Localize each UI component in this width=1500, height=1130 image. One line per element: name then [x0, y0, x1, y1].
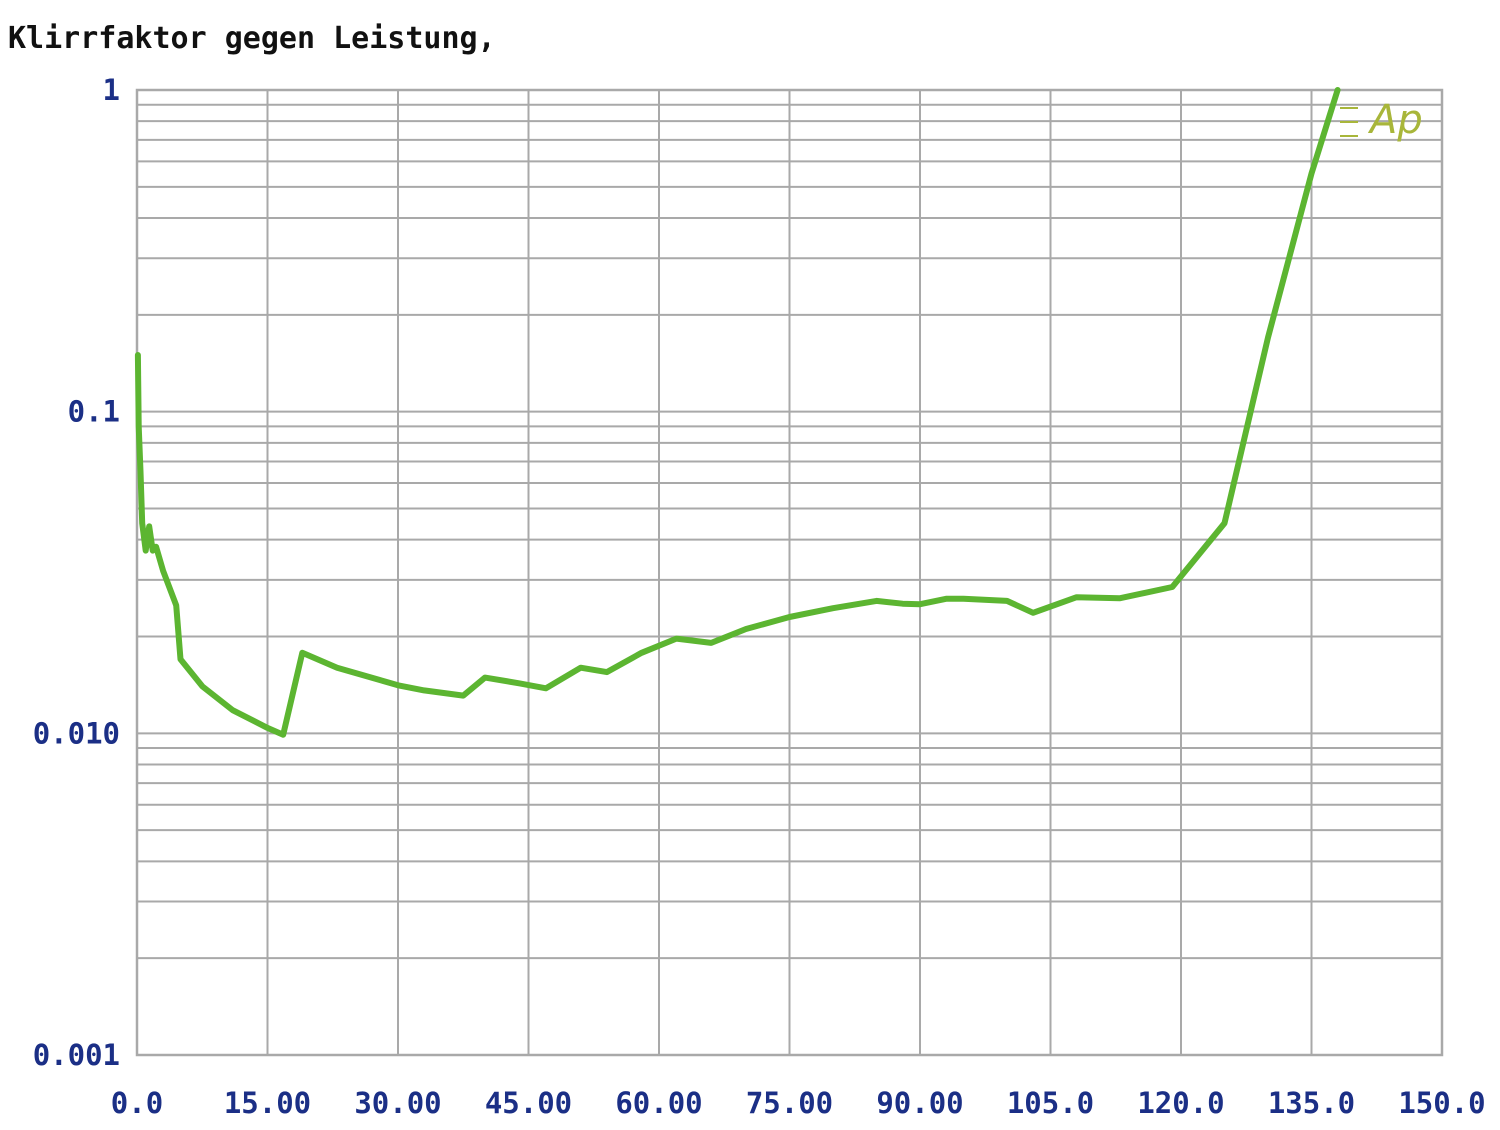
x-tick-label: 150.0: [1398, 1086, 1485, 1120]
x-tick-label: 15.00: [224, 1086, 311, 1120]
x-tick-label: 135.0: [1268, 1086, 1355, 1120]
series-layer: [134, 87, 1341, 738]
grid-layer: [135, 88, 1444, 1057]
series-line: [134, 87, 1341, 738]
plot-frame: [135, 88, 1444, 1057]
tick-label-layer: 0.0 15.00 30.00 45.00 60.00 75.00 90.00 105.0 12…: [33, 73, 1486, 1120]
x-tick-label: 60.00: [615, 1086, 702, 1120]
chart-title: Klirrfaktor gegen Leistung,: [8, 21, 496, 56]
y-tick-label: 0.010: [33, 716, 120, 750]
x-tick-label: 120.0: [1137, 1086, 1224, 1120]
ap-logo-text: Ap: [1367, 97, 1423, 143]
x-tick-label: 105.0: [1007, 1086, 1094, 1120]
ap-logo: Ap: [1340, 97, 1423, 143]
x-tick-label: 0.0: [111, 1086, 163, 1120]
x-tick-label: 30.00: [354, 1086, 441, 1120]
x-tick-label: 45.00: [485, 1086, 572, 1120]
y-tick-label: 0.1: [68, 395, 120, 429]
y-tick-label: 0.001: [33, 1038, 120, 1072]
x-tick-label: 90.00: [876, 1086, 963, 1120]
x-tick-label: 75.00: [746, 1086, 833, 1120]
y-tick-label: 1: [103, 73, 120, 107]
